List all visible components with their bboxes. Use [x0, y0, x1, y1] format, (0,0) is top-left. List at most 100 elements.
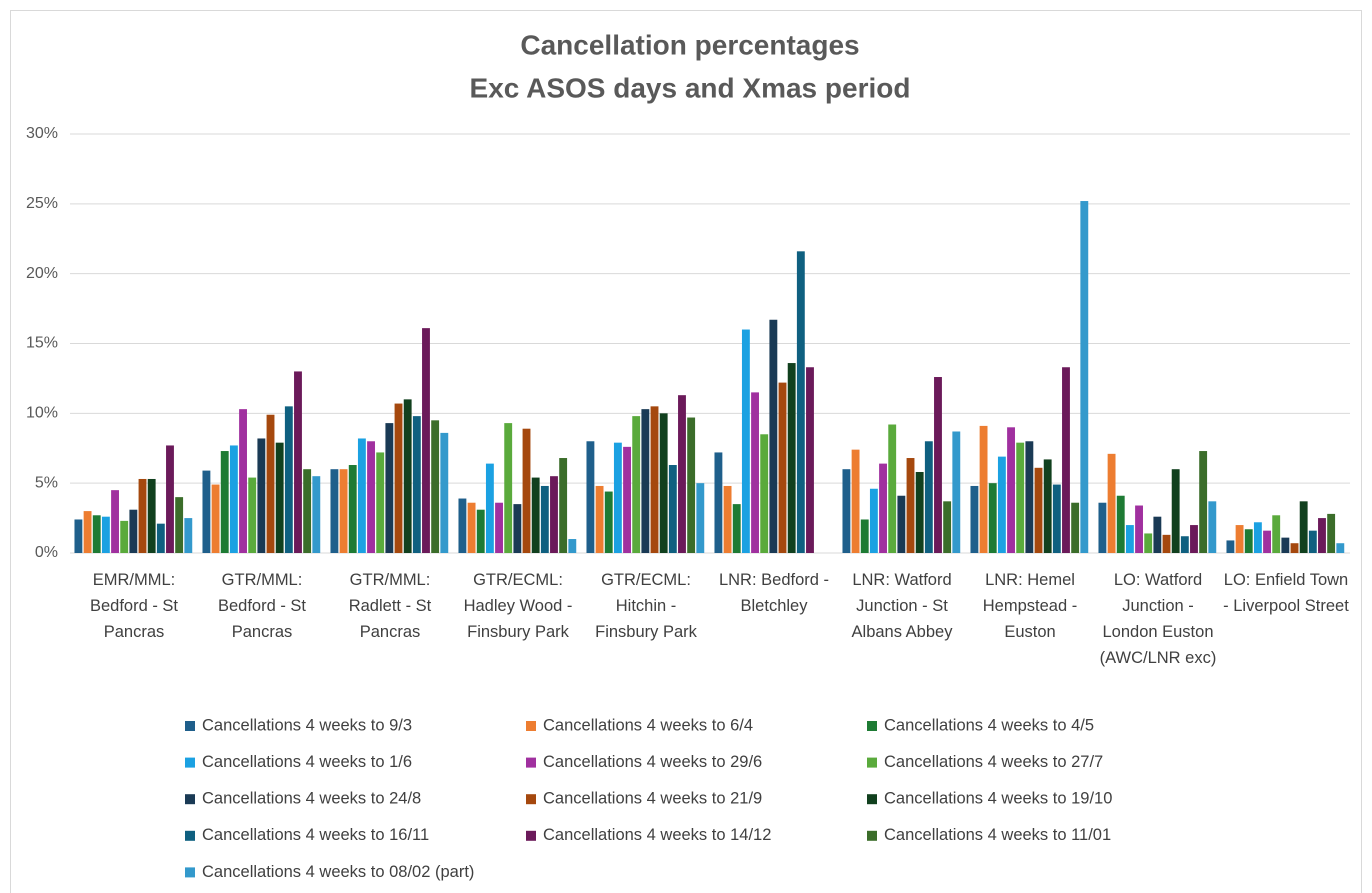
bar: [1144, 533, 1153, 553]
chart-subtitle: Exc ASOS days and Xmas period: [470, 72, 911, 103]
x-tick-label: LNR: Hemel Hempstead - Euston: [982, 571, 1078, 641]
bar: [1125, 525, 1134, 553]
bar: [1336, 543, 1345, 553]
bar: [1318, 518, 1326, 553]
x-tick-label: GTR/ECML: Hadley Wood - Finsbury Park: [463, 571, 573, 641]
legend-swatch: [867, 757, 877, 768]
legend-swatch: [867, 721, 877, 731]
legend-label: Cancellations 4 weeks to 11/01: [884, 826, 1111, 844]
bar: [778, 382, 787, 553]
legend-swatch: [185, 794, 195, 805]
bar: [668, 465, 677, 553]
bar: [924, 441, 933, 553]
bar: [888, 424, 897, 553]
bar: [714, 452, 723, 553]
bar: [760, 434, 769, 553]
bar: [842, 469, 851, 553]
bar: [650, 406, 659, 553]
bar: [1171, 469, 1180, 553]
bar: [751, 392, 759, 553]
bar: [1272, 515, 1281, 553]
bar: [623, 446, 631, 553]
legend-swatch: [185, 867, 195, 878]
x-tick-label: GTR/ECML: Hitchin - Finsbury Park: [595, 571, 697, 641]
bar: [1080, 201, 1089, 554]
legend-label: Cancellations 4 weeks to 27/7: [884, 753, 1103, 771]
bar: [915, 471, 924, 553]
bar: [485, 463, 494, 553]
bar: [229, 445, 238, 553]
bar: [979, 425, 988, 553]
legend-label: Cancellations 4 weeks to 1/6: [202, 753, 412, 771]
bar: [83, 511, 92, 553]
bar: [988, 483, 997, 553]
y-tick-label: 0%: [35, 544, 58, 561]
bar: [1052, 484, 1061, 553]
legend-swatch: [185, 721, 195, 731]
bar: [303, 469, 312, 553]
bar: [1071, 502, 1080, 553]
bar: [796, 251, 805, 553]
bar: [586, 441, 595, 553]
bar: [732, 504, 741, 553]
bar: [522, 428, 531, 553]
bar: [678, 395, 686, 553]
bar: [184, 518, 193, 553]
bar: [550, 476, 558, 553]
bar: [1180, 536, 1189, 553]
bar: [101, 516, 110, 553]
legend-label: Cancellations 4 weeks to 24/8: [202, 790, 421, 808]
bar: [531, 477, 540, 553]
bar: [1290, 543, 1299, 553]
bar: [1281, 537, 1290, 553]
bar: [513, 504, 522, 553]
y-tick-label: 30%: [26, 125, 58, 142]
bar: [403, 399, 412, 553]
bar: [1153, 516, 1162, 553]
bar: [595, 485, 604, 553]
bar: [92, 515, 101, 553]
bar: [1327, 513, 1336, 553]
bar: [120, 520, 129, 553]
bar: [970, 485, 979, 553]
bar: [166, 445, 174, 553]
x-tick-label: GTR/MML: Radlett - St Pancras: [348, 571, 432, 641]
bar: [476, 509, 485, 553]
bar: [495, 502, 503, 553]
bar: [1190, 525, 1198, 553]
bar: [1263, 530, 1271, 553]
y-tick-label: 25%: [26, 195, 58, 212]
legend-swatch: [185, 757, 195, 768]
bar: [769, 319, 778, 553]
bar: [1025, 441, 1034, 553]
bar: [559, 458, 568, 553]
bar: [723, 485, 732, 553]
bar: [348, 465, 357, 553]
bar: [202, 470, 211, 553]
bar: [156, 523, 165, 553]
legend-label: Cancellations 4 weeks to 14/12: [543, 826, 771, 844]
x-tick-label: GTR/MML: Bedford - St Pancras: [217, 571, 307, 641]
bar: [568, 539, 577, 553]
bar: [869, 488, 878, 553]
bar: [1007, 427, 1015, 553]
legend-label: Cancellations 4 weeks to 6/4: [543, 716, 753, 734]
bar: [879, 463, 887, 553]
bar: [330, 469, 339, 553]
bar: [504, 423, 513, 553]
bar: [1135, 505, 1143, 553]
bar: [367, 441, 375, 553]
bar: [339, 469, 348, 553]
y-tick-label: 5%: [35, 474, 58, 491]
bar: [422, 328, 430, 553]
bar: [952, 431, 961, 553]
bar: [659, 413, 668, 553]
legend-label: Cancellations 4 weeks to 4/5: [884, 716, 1094, 734]
bar: [1016, 442, 1025, 553]
bar: [806, 367, 814, 553]
bar: [467, 502, 476, 553]
bar: [458, 498, 467, 553]
bar: [248, 477, 257, 553]
